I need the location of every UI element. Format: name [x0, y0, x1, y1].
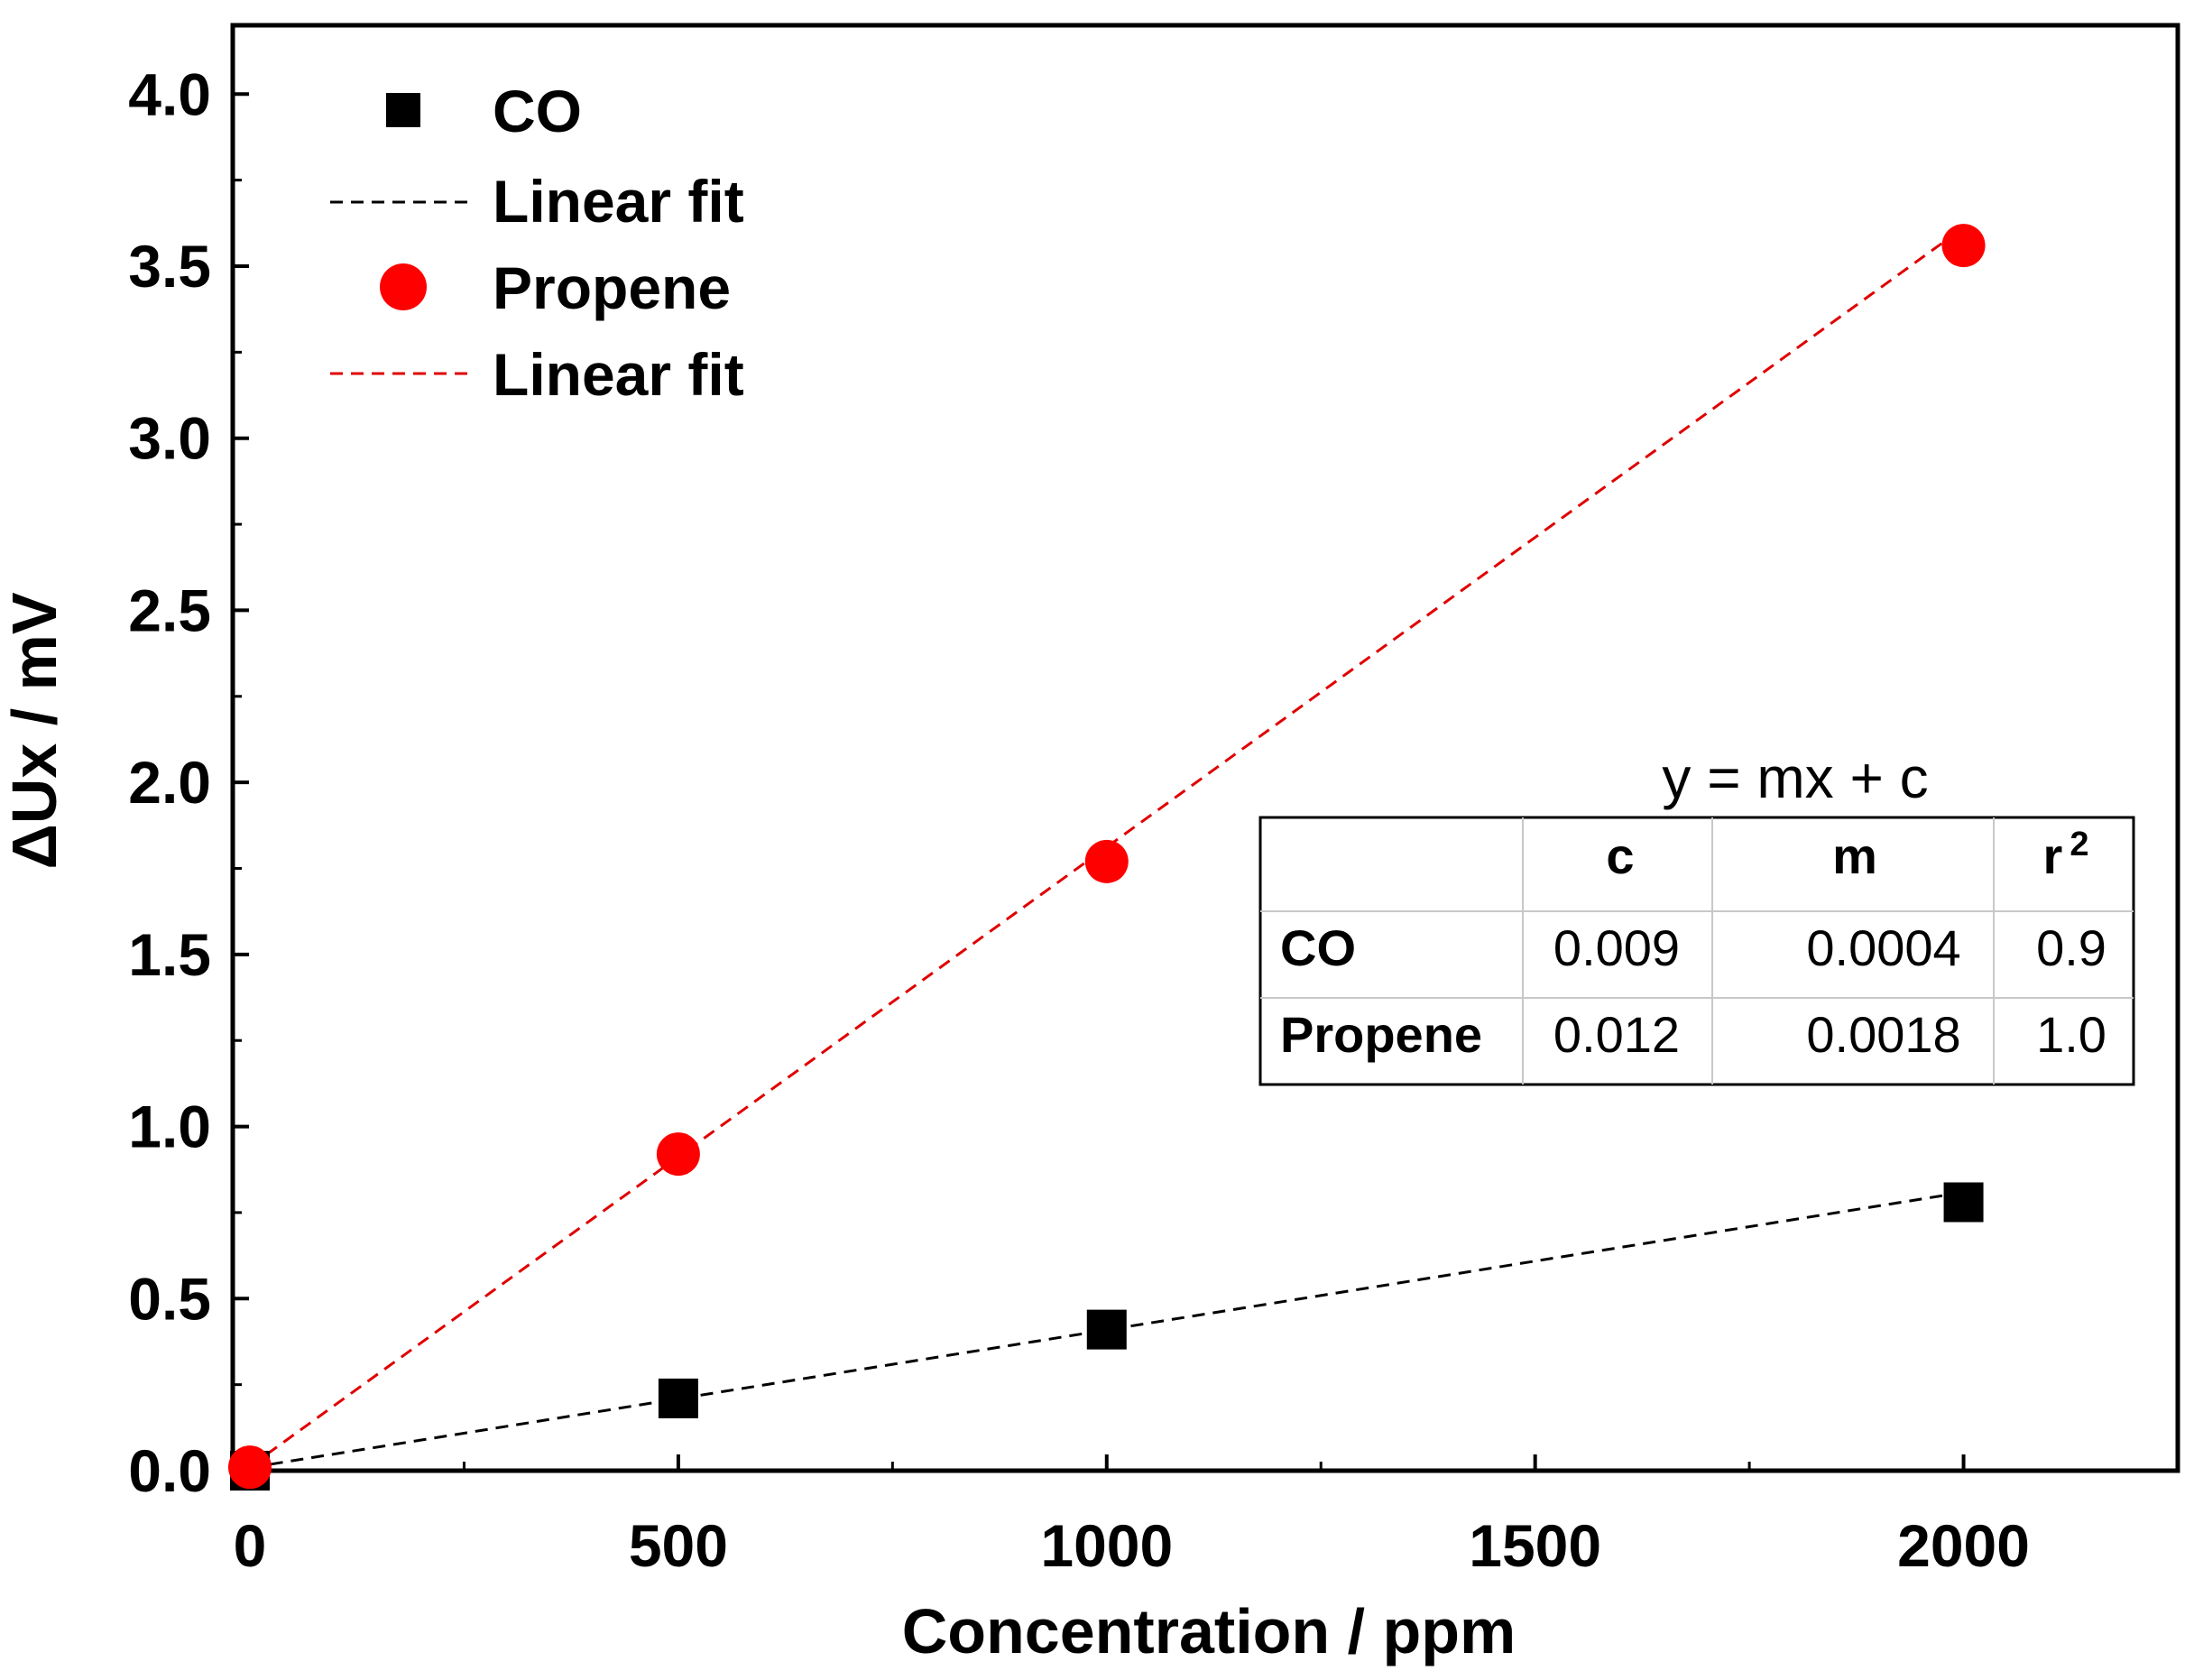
co-data-point	[1943, 1182, 1984, 1223]
fit-table-cell-r2: 0.9	[2036, 919, 2106, 976]
propene-data-point	[1084, 839, 1129, 883]
y-tick-label: 2.0	[128, 749, 211, 816]
fit-table-header-superscript: 2	[2070, 826, 2088, 863]
equation-label: y = mx + c	[1662, 745, 1928, 810]
y-tick-label: 0.5	[128, 1265, 211, 1332]
fit-table-row-label: CO	[1280, 919, 1356, 976]
legend: CO Linear fit Propene Linear fit	[330, 78, 744, 408]
y-tick-label: 2.5	[128, 577, 211, 643]
plot-frame	[230, 23, 2180, 1473]
co-data-point	[658, 1378, 698, 1418]
fit-table-header-r: r	[2043, 827, 2063, 884]
co-data-point	[1086, 1309, 1127, 1350]
x-tick-label: 1500	[1469, 1512, 1601, 1579]
propene-data-point	[1941, 224, 1986, 268]
x-tick-label: 500	[629, 1512, 728, 1579]
fit-table-cell-c: 0.012	[1553, 1006, 1680, 1063]
fit-table-header-m: m	[1832, 827, 1877, 884]
x-tick-label: 0	[234, 1512, 267, 1579]
legend-co-label: CO	[493, 78, 582, 144]
x-axis: 0 500 1000 1500 2000	[234, 1454, 2180, 1579]
propene-data-point	[656, 1132, 700, 1177]
y-tick-label: 3.0	[128, 405, 211, 472]
fit-table-cell-m: 0.0004	[1806, 919, 1960, 976]
y-tick-label: 1.0	[128, 1094, 211, 1160]
x-axis-title: Concentration / ppm	[902, 1596, 1516, 1666]
y-tick-label: 0.0	[128, 1437, 211, 1504]
y-tick-label: 4.0	[128, 60, 211, 127]
legend-propene-marker	[380, 263, 427, 310]
fit-table-cell-m: 0.0018	[1806, 1006, 1960, 1063]
fit-table-cell-r2: 1.0	[2036, 1006, 2106, 1063]
x-tick-label: 2000	[1897, 1512, 2030, 1579]
legend-co-marker	[386, 93, 420, 127]
propene-data-point	[227, 1445, 272, 1490]
fit-table-cell-c: 0.009	[1553, 919, 1680, 976]
y-tick-label: 3.5	[128, 233, 211, 300]
legend-co-fit-label: Linear fit	[493, 168, 744, 235]
x-tick-label: 1000	[1040, 1512, 1173, 1579]
y-axis-title: ΔUx / mV	[0, 592, 69, 869]
y-tick-label: 1.5	[128, 921, 211, 988]
fit-table-border	[1258, 816, 2135, 1086]
fit-table-header-c: c	[1606, 827, 1634, 884]
y-axis: 0.0 0.5 1.0 1.5 2.0 2.5 3.0 3.5 4.0	[128, 60, 249, 1504]
legend-propene-label: Propene	[493, 254, 731, 321]
legend-propene-fit-label: Linear fit	[493, 341, 744, 408]
data-markers	[227, 224, 1986, 1491]
fit-table-row-label: Propene	[1280, 1006, 1482, 1063]
